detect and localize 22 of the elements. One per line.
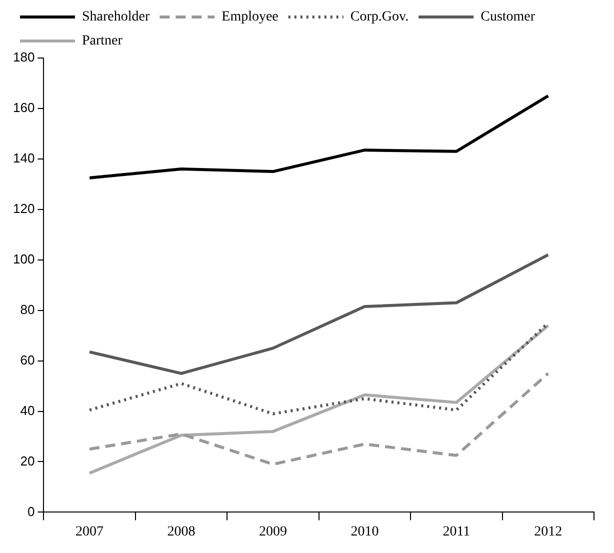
- x-tick-label: 2009: [258, 524, 287, 540]
- y-tick-label: 0: [27, 504, 35, 519]
- y-tick-label: 60: [20, 352, 35, 368]
- x-tick-label: 2010: [350, 524, 379, 540]
- y-tick-label: 140: [12, 150, 35, 166]
- legend-label: Partner: [82, 34, 123, 49]
- legend-label: Corp.Gov.: [350, 10, 409, 25]
- x-tick-label: 2012: [534, 524, 562, 540]
- y-tick-label: 80: [20, 302, 35, 317]
- x-tick-label: 2011: [442, 524, 470, 540]
- y-tick-label: 180: [12, 50, 35, 65]
- y-tick-label: 40: [20, 402, 35, 418]
- line-series: [88, 372, 550, 466]
- legend-label: Customer: [480, 10, 536, 25]
- y-tick-label: 120: [12, 200, 35, 216]
- y-tick-label: 160: [12, 100, 35, 116]
- legend-label: Employee: [222, 10, 278, 25]
- y-tick-label: 20: [20, 453, 35, 468]
- x-tick-label: 2008: [167, 524, 196, 540]
- y-tick-label: 100: [12, 251, 35, 266]
- x-tick-label: 2007: [76, 524, 104, 540]
- legend-label: Shareholder: [82, 10, 150, 25]
